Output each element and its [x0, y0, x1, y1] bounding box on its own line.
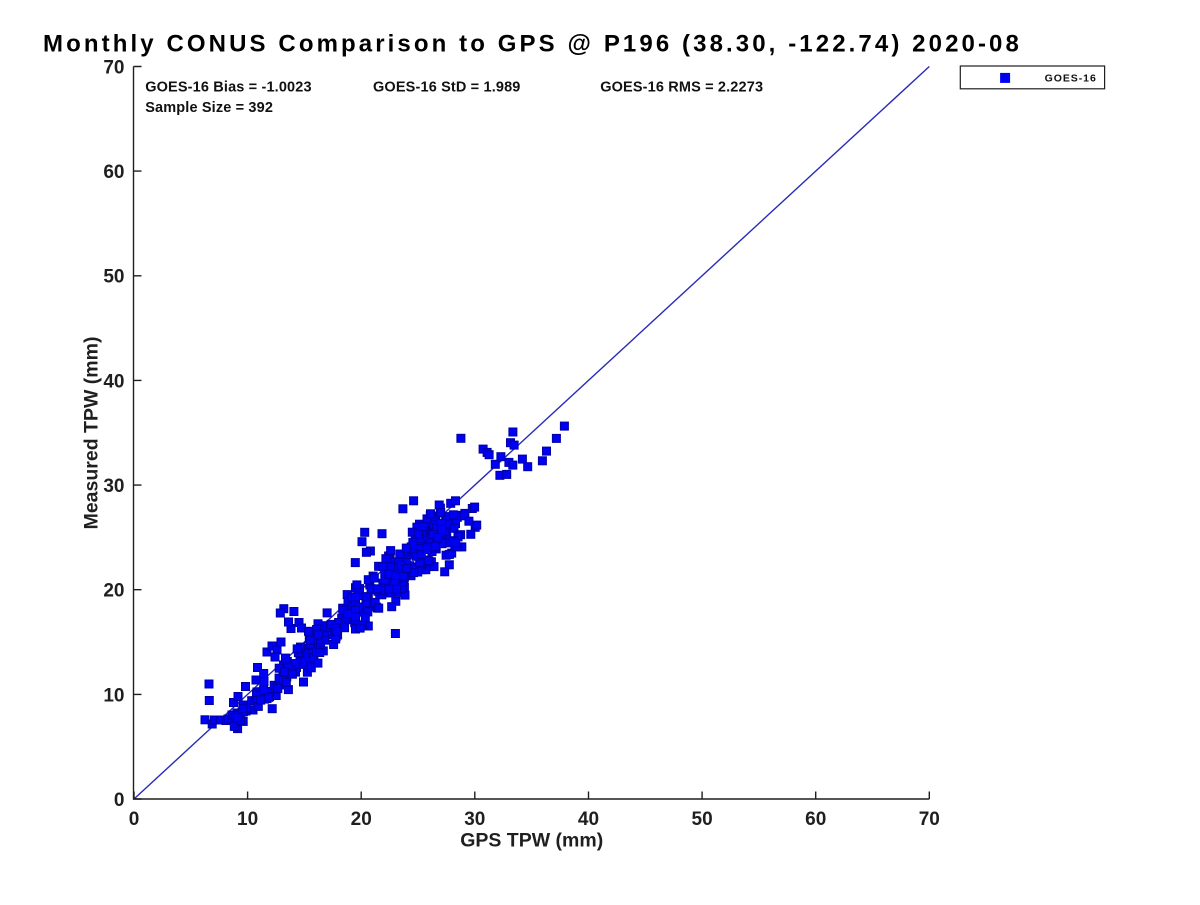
- svg-text:GOES-16: GOES-16: [1045, 72, 1097, 84]
- svg-text:60: 60: [805, 809, 826, 830]
- svg-text:50: 50: [103, 267, 124, 288]
- svg-text:40: 40: [578, 809, 599, 830]
- svg-text:50: 50: [692, 809, 713, 830]
- svg-text:60: 60: [103, 162, 124, 183]
- svg-text:20: 20: [351, 809, 372, 830]
- svg-text:10: 10: [103, 685, 124, 706]
- svg-text:Monthly CONUS Comparison to GP: Monthly CONUS Comparison to GPS @ P196 (…: [43, 31, 1022, 58]
- svg-text:GOES-16 RMS = 2.2273: GOES-16 RMS = 2.2273: [600, 80, 763, 96]
- svg-text:30: 30: [103, 476, 124, 497]
- svg-text:20: 20: [103, 581, 124, 602]
- svg-text:40: 40: [103, 371, 124, 392]
- svg-text:0: 0: [129, 809, 140, 830]
- svg-text:GOES-16 Bias = -1.0023: GOES-16 Bias = -1.0023: [145, 80, 312, 96]
- svg-text:70: 70: [103, 57, 124, 78]
- svg-text:Sample Size = 392: Sample Size = 392: [145, 100, 273, 116]
- svg-text:10: 10: [237, 809, 258, 830]
- svg-text:70: 70: [919, 809, 940, 830]
- svg-text:30: 30: [464, 809, 485, 830]
- svg-text:0: 0: [114, 790, 125, 811]
- svg-text:GOES-16 StD = 1.989: GOES-16 StD = 1.989: [373, 80, 521, 96]
- svg-text:GPS TPW (mm): GPS TPW (mm): [460, 830, 603, 852]
- svg-text:Measured TPW (mm): Measured TPW (mm): [80, 337, 102, 530]
